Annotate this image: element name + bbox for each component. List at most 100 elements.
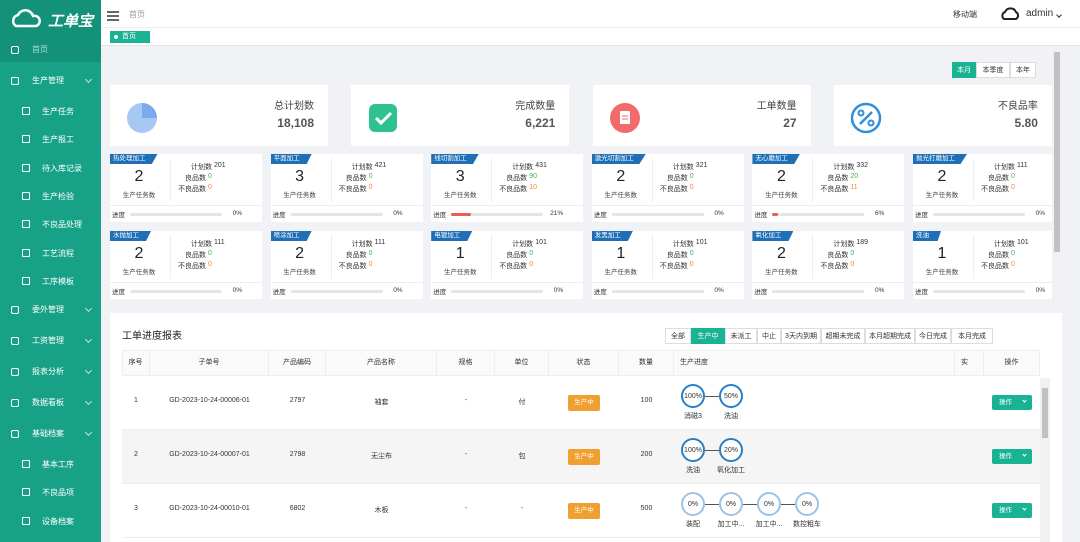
- good-label: 良品数: [988, 252, 1009, 259]
- plan-label: 计划数: [512, 164, 534, 171]
- process-card: 发黑加工 1 生产任务数 计划数 101 良品数 0 不良品数 0 进度 0%: [591, 231, 744, 299]
- cell: 500: [640, 505, 653, 512]
- plan-label: 计划数: [672, 241, 694, 248]
- process-tag: 喷涂加工: [270, 231, 312, 241]
- cell: GD-2023-10-24-00006-01: [169, 397, 250, 404]
- step-name: 加工中...: [755, 521, 783, 528]
- submenu-label: 待入库记录: [42, 163, 82, 173]
- cell: 3: [134, 505, 138, 512]
- submenu-label: 生产任务: [42, 107, 74, 116]
- filter-button[interactable]: 本月超期完成: [865, 328, 915, 344]
- task-count: 2: [134, 245, 144, 262]
- filter-button[interactable]: 中止: [757, 328, 781, 344]
- menu-item[interactable]: 委外管理: [0, 298, 101, 322]
- filter-button[interactable]: 生产中: [691, 328, 725, 344]
- task-count: 2: [616, 168, 626, 185]
- filter-button[interactable]: 未派工: [725, 328, 757, 344]
- scroll-thumb: [1054, 52, 1060, 252]
- submenu-item[interactable]: 不良品处理: [0, 211, 101, 237]
- period-button[interactable]: 本年: [1010, 62, 1036, 78]
- menu-chevron: [84, 429, 93, 437]
- progress-label: 进度: [272, 212, 286, 219]
- step-connector: [705, 396, 719, 397]
- process-tag: 激光切割加工: [591, 154, 646, 164]
- submenu-item[interactable]: 生产检验: [0, 183, 101, 209]
- submenu-item[interactable]: 设备档案: [0, 508, 101, 534]
- menu-item[interactable]: 工资管理: [0, 329, 101, 353]
- action-button[interactable]: 操作: [992, 503, 1032, 518]
- period-button[interactable]: 本季度: [976, 62, 1010, 78]
- submenu-item[interactable]: 生产报工: [0, 126, 101, 152]
- menu-label: 基础档案: [32, 429, 64, 439]
- submenu-item[interactable]: 基本工序: [0, 451, 101, 477]
- submenu-icon: [22, 516, 30, 525]
- menu-item[interactable]: 基础档案: [0, 422, 101, 446]
- period-button[interactable]: 本月: [952, 62, 976, 78]
- submenu-item[interactable]: 工序模板: [0, 268, 101, 294]
- process-card: 水抛加工 2 生产任务数 计划数 111 良品数 0 不良品数 0 进度 0%: [110, 231, 262, 299]
- cell: 200: [640, 451, 653, 458]
- action-button[interactable]: 操作: [992, 395, 1032, 410]
- step-connector: [781, 504, 795, 505]
- filter-button[interactable]: 本月完成: [951, 328, 993, 344]
- cell: -: [464, 397, 468, 404]
- filter-button[interactable]: 全部: [665, 328, 691, 344]
- submenu-item[interactable]: 工艺流程: [0, 240, 101, 266]
- cell: 2: [134, 451, 138, 458]
- submenu-item[interactable]: 待入库记录: [0, 155, 101, 181]
- menu-item[interactable]: 数据看板: [0, 391, 101, 415]
- process-card: 线切割加工 3 生产任务数 计划数 431 良品数 90 不良品数 10 进度 21%: [431, 154, 584, 222]
- good-label: 良品数: [506, 252, 528, 259]
- tab-label: 首页: [122, 33, 136, 40]
- progress-value: 0%: [393, 210, 403, 217]
- menu-toggle[interactable]: [107, 8, 119, 21]
- task-count: 1: [616, 245, 626, 262]
- step-name: 洗油: [724, 413, 738, 420]
- column-header: 产品编码: [269, 350, 326, 376]
- bad-label: 不良品数: [338, 263, 367, 270]
- table-row: [122, 376, 1040, 430]
- divider: [431, 282, 584, 283]
- menu-item[interactable]: 生产管理: [0, 69, 101, 93]
- progress-value: 0%: [874, 287, 885, 294]
- submenu-item[interactable]: 生产任务: [0, 98, 101, 124]
- progress-label: 进度: [593, 212, 607, 219]
- step-circle: 0%: [757, 492, 781, 516]
- cell: 100: [640, 397, 653, 404]
- task-label: 生产任务数: [122, 192, 156, 199]
- page-tab[interactable]: 首页: [110, 31, 150, 43]
- divider: [330, 235, 332, 279]
- step-circle: 0%: [795, 492, 819, 516]
- menu-icon: [11, 430, 19, 439]
- task-label: 生产任务数: [443, 269, 477, 276]
- mobile-link[interactable]: 移动端: [953, 10, 977, 19]
- user-caret: [1056, 12, 1062, 18]
- step-connector: [743, 504, 757, 505]
- step-name: 加工中...: [717, 521, 745, 528]
- filter-button[interactable]: 今日完成: [915, 328, 951, 344]
- step-connector: [705, 504, 719, 505]
- action-button[interactable]: 操作: [992, 449, 1032, 464]
- submenu-item[interactable]: 不良品项: [0, 479, 101, 505]
- menu-label: 报表分析: [32, 367, 64, 377]
- menu-item[interactable]: 报表分析: [0, 360, 101, 384]
- menu-item[interactable]: 首页: [0, 38, 101, 62]
- bad-value: 0: [689, 184, 694, 191]
- progress-track: [451, 213, 544, 216]
- user-name[interactable]: admin: [1026, 8, 1054, 19]
- divider: [270, 282, 423, 283]
- filter-button[interactable]: 超期未完成: [821, 328, 865, 344]
- divider: [651, 235, 653, 279]
- divider: [752, 205, 905, 206]
- task-label: 生产任务数: [765, 269, 798, 276]
- task-count: 2: [134, 168, 144, 185]
- column-header: 实: [955, 350, 984, 376]
- good-label: 良品数: [185, 175, 206, 182]
- plan-value: 101: [695, 239, 708, 246]
- divider: [330, 158, 332, 202]
- task-label: 生产任务数: [283, 192, 316, 199]
- filter-button[interactable]: 3天内到期: [781, 328, 821, 344]
- plan-label: 计划数: [351, 241, 373, 248]
- bad-value: 10: [529, 184, 537, 191]
- table-header: [122, 350, 1040, 376]
